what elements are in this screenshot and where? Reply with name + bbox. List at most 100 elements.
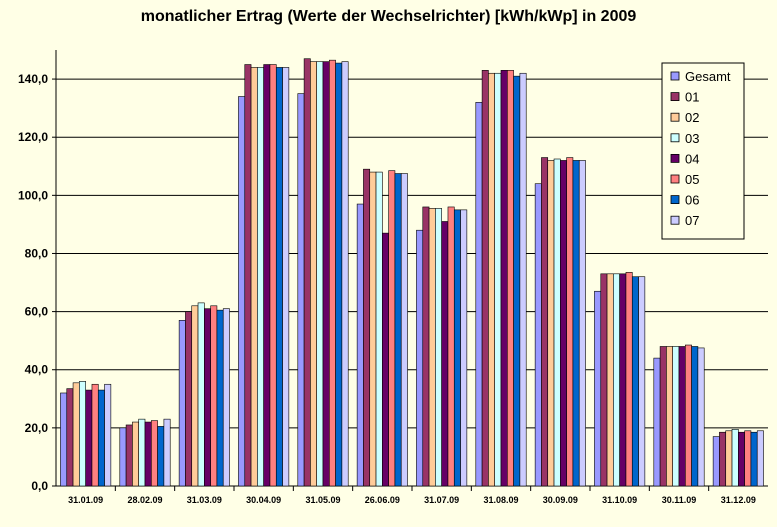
bar: [725, 430, 733, 487]
bar: [731, 429, 739, 487]
x-tick-label: 30.04.09: [246, 495, 281, 505]
y-tick-label: 100,0: [18, 188, 48, 202]
bar: [275, 67, 283, 487]
legend-label: 04: [685, 151, 699, 166]
bar: [66, 388, 74, 487]
bar: [666, 346, 674, 487]
bar: [672, 346, 680, 487]
bar: [600, 273, 608, 487]
bar: [447, 206, 455, 487]
legend-swatch: [670, 174, 680, 184]
plot-area: [56, 50, 768, 486]
bar: [594, 290, 602, 487]
bar: [151, 420, 158, 487]
bar: [375, 171, 383, 487]
y-tick-label: 120,0: [18, 130, 48, 144]
bar: [684, 344, 692, 487]
bar: [119, 427, 127, 487]
legend-swatch: [670, 215, 680, 225]
bar: [400, 173, 408, 487]
bar: [441, 221, 449, 487]
bar: [269, 64, 277, 487]
bar: [712, 436, 720, 487]
bar: [216, 309, 224, 487]
y-tick-label: 20,0: [25, 421, 49, 435]
bar: [132, 421, 139, 487]
bar: [263, 64, 271, 487]
bar: [697, 347, 705, 487]
x-tick-label: 31.12.09: [721, 495, 756, 505]
bar: [97, 389, 105, 487]
bar: [316, 61, 324, 487]
bar: [494, 72, 502, 487]
bar: [428, 208, 436, 487]
x-tick-label: 31.08.09: [483, 495, 518, 505]
y-tick-label: 40,0: [25, 363, 49, 377]
bar: [719, 431, 727, 487]
x-tick-label: 30.09.09: [543, 495, 578, 505]
bar: [631, 276, 639, 487]
bar: [506, 70, 514, 487]
legend-label: 05: [685, 172, 699, 187]
bar: [197, 302, 205, 487]
bar: [435, 208, 442, 487]
bar: [475, 102, 483, 487]
bar: [678, 346, 686, 487]
bar: [750, 431, 758, 487]
bar: [157, 426, 165, 487]
bar: [513, 75, 521, 487]
x-tick-label: 31.05.09: [305, 495, 340, 505]
legend-label: 02: [685, 110, 699, 125]
bar: [210, 305, 218, 487]
bar: [60, 392, 68, 487]
bar: [282, 67, 290, 487]
bar: [416, 229, 424, 487]
legend-swatch: [670, 92, 680, 101]
bar: [625, 272, 633, 487]
bar: [606, 273, 614, 487]
bar: [178, 320, 186, 487]
bar: [72, 382, 80, 487]
bar: [560, 160, 567, 487]
bar: [104, 383, 112, 487]
x-tick-label: 30.11.09: [662, 495, 697, 505]
legend-box: [661, 62, 745, 240]
bar: [500, 70, 508, 487]
bar: [163, 418, 171, 487]
bar: [310, 61, 317, 487]
y-tick-label: 60,0: [25, 305, 49, 319]
bar: [394, 173, 402, 487]
x-tick-label: 26.06.09: [365, 495, 400, 505]
legend-label: 06: [685, 193, 699, 208]
bar: [85, 389, 93, 487]
bar: [185, 311, 193, 487]
bar: [756, 430, 764, 487]
bar: [144, 421, 152, 487]
bar: [488, 72, 495, 487]
bar: [659, 346, 667, 487]
chart-title: monatlicher Ertrag (Werte der Wechselric…: [140, 8, 637, 25]
x-tick-label: 31.03.09: [187, 495, 222, 505]
legend-label: 07: [685, 213, 699, 228]
bar: [691, 346, 699, 487]
y-tick-label: 0,0: [31, 479, 48, 493]
legend-label: 01: [685, 90, 699, 105]
bar: [191, 305, 199, 487]
bar: [481, 70, 489, 487]
bar: [613, 273, 620, 487]
legend-label: 03: [685, 131, 699, 146]
bar: [638, 276, 646, 487]
legend-swatch: [670, 153, 680, 163]
x-tick-label: 31.01.09: [68, 495, 103, 505]
bar: [238, 96, 246, 487]
bar: [519, 72, 527, 487]
legend-swatch: [670, 112, 680, 122]
bar: [363, 168, 371, 487]
bar: [738, 431, 745, 487]
bar: [125, 424, 133, 487]
x-tick-label: 31.07.09: [424, 495, 459, 505]
bar: [341, 61, 349, 487]
bar: [744, 430, 752, 487]
bar: [369, 171, 377, 487]
